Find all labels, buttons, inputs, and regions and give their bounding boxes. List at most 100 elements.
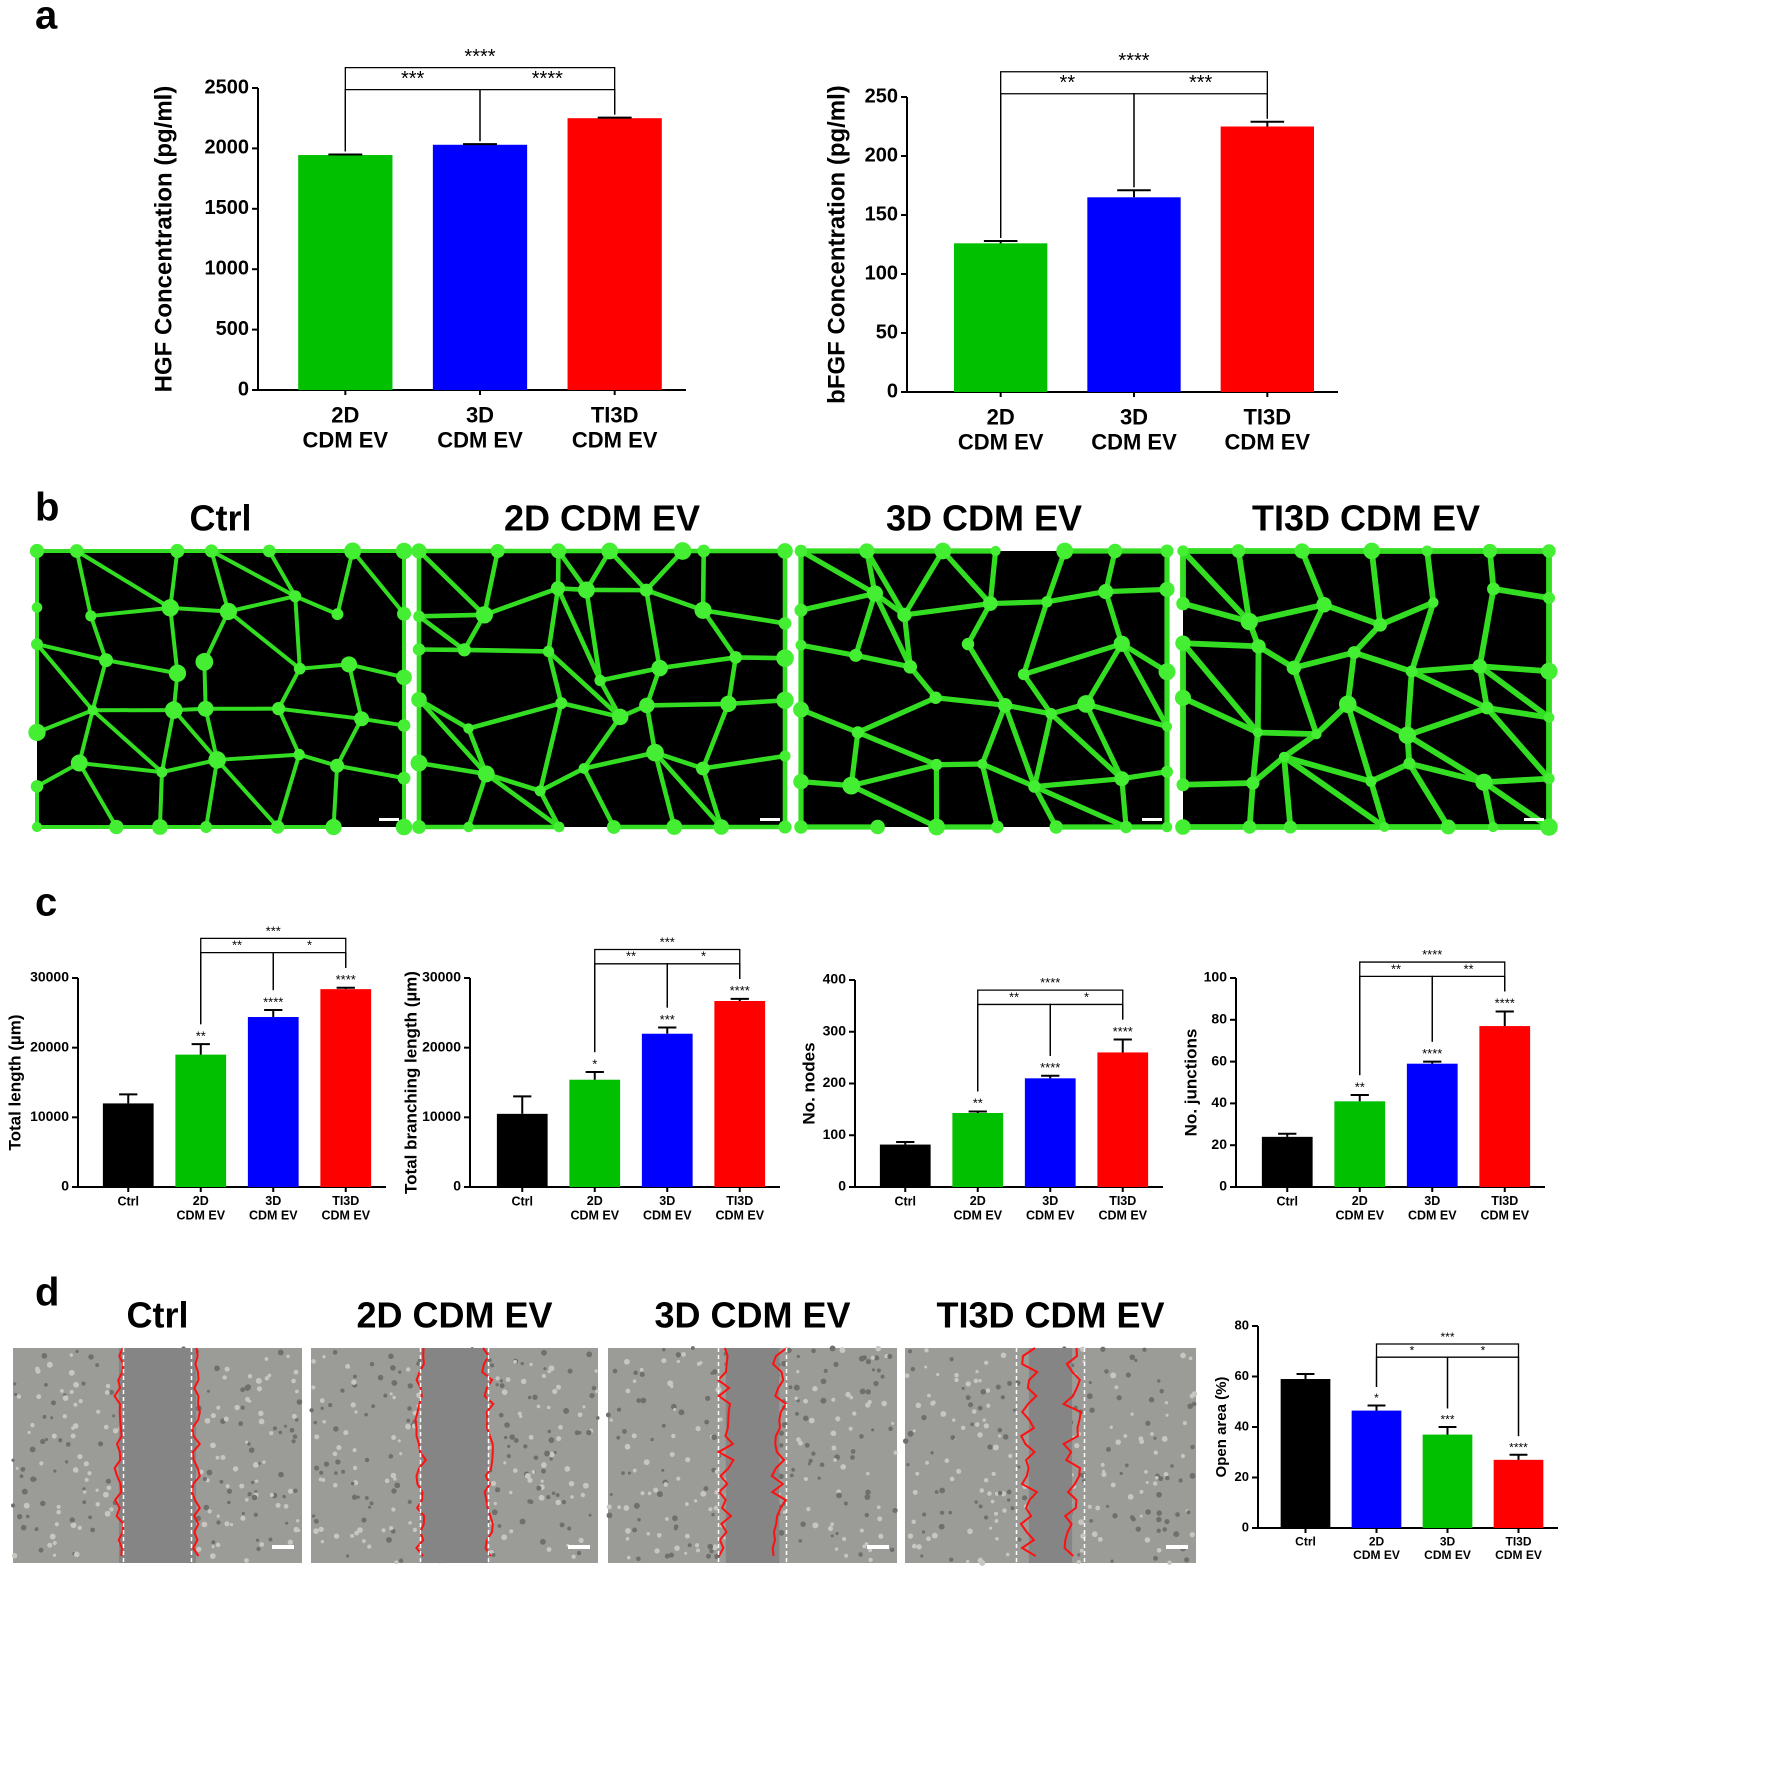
cell [1156, 1510, 1162, 1516]
cell [59, 1389, 64, 1393]
tube [1246, 601, 1327, 625]
tube-node [397, 719, 411, 732]
tube [853, 652, 913, 670]
cell [949, 1476, 955, 1482]
bar [1097, 1052, 1149, 1187]
cell [520, 1361, 524, 1366]
label-line: CDM EV [1353, 1548, 1400, 1562]
tube-node [1175, 819, 1191, 835]
tube [979, 761, 1000, 830]
error-bar [119, 1093, 138, 1104]
tube-node [28, 723, 46, 742]
cell [112, 1414, 116, 1418]
x-tick-label: 2D CDM EV [1335, 1194, 1384, 1222]
cell [864, 1512, 870, 1518]
cell [829, 1345, 836, 1352]
cell [662, 1348, 666, 1352]
significance-bracket [200, 952, 274, 1025]
cell [786, 1347, 792, 1354]
wound-edge [770, 1347, 788, 1557]
tube-node [1251, 639, 1266, 654]
cell [278, 1430, 283, 1435]
cell [684, 1551, 688, 1555]
cell [109, 1389, 114, 1395]
cell [888, 1426, 893, 1432]
x-tick-label: TI3D CDM EV [1480, 1194, 1529, 1222]
label-line: CDM EV [1335, 1209, 1384, 1223]
label-line: CDM EV [1098, 1209, 1147, 1223]
cell [41, 1353, 48, 1359]
cell [394, 1560, 399, 1565]
tube-network [410, 542, 794, 835]
cell [973, 1378, 979, 1384]
cell [952, 1418, 956, 1422]
label-line: 3D [1120, 404, 1148, 429]
tube [855, 695, 939, 735]
tube [546, 649, 623, 720]
tube [581, 766, 617, 830]
cell [960, 1425, 966, 1431]
tube [215, 752, 302, 762]
bracket-label: *** [1189, 72, 1213, 94]
cell [1000, 1395, 1005, 1400]
cell [104, 1510, 111, 1517]
cell [671, 1433, 676, 1439]
cell [1097, 1537, 1103, 1542]
error-bar [328, 153, 363, 156]
label-line: CDM EV [1408, 1209, 1457, 1223]
cell [241, 1511, 245, 1515]
cell [808, 1458, 813, 1464]
tube [168, 549, 180, 610]
tube [643, 587, 662, 671]
cell [995, 1536, 999, 1541]
cell [406, 1367, 411, 1372]
tube [537, 700, 564, 794]
tube-node [1487, 821, 1499, 833]
cell [678, 1409, 685, 1416]
tube-node [397, 771, 411, 785]
cell [264, 1376, 270, 1381]
x-tick-label: 3D CDM EV [1091, 404, 1177, 454]
tube-node [475, 606, 493, 624]
bar [1479, 1026, 1531, 1187]
wound-edge [113, 1347, 125, 1557]
tube-node [354, 711, 370, 727]
cell [594, 1369, 598, 1373]
tube-node [928, 818, 946, 836]
label-line: 2D [331, 402, 359, 427]
bar [298, 155, 393, 390]
cell [709, 1549, 714, 1554]
cell [661, 1468, 665, 1472]
cell [1153, 1450, 1158, 1455]
cell [667, 1380, 674, 1387]
cell [229, 1522, 234, 1527]
cell [206, 1389, 210, 1393]
cell [504, 1422, 510, 1428]
tube-node [197, 700, 214, 717]
cell [201, 1521, 208, 1528]
cell [586, 1429, 592, 1436]
tube [77, 761, 164, 775]
label-line: CDM EV [1424, 1548, 1471, 1562]
cell [82, 1487, 86, 1491]
cell [834, 1547, 839, 1551]
error-bar [1350, 1094, 1369, 1102]
tube-node [990, 545, 1001, 557]
cell [332, 1482, 338, 1488]
cell [336, 1445, 342, 1451]
bracket-label: **** [1040, 975, 1060, 990]
cell [319, 1470, 324, 1475]
cell [513, 1438, 519, 1443]
cell [997, 1434, 1002, 1438]
tube [1119, 776, 1129, 830]
cell [269, 1431, 274, 1436]
tube [901, 600, 993, 618]
cell [225, 1484, 230, 1489]
tube-node [1428, 597, 1439, 608]
cell [1008, 1453, 1013, 1459]
cell [563, 1407, 570, 1414]
cell [36, 1394, 42, 1400]
tube-node [1159, 581, 1175, 598]
cell [1153, 1436, 1157, 1440]
cell [1180, 1453, 1186, 1459]
